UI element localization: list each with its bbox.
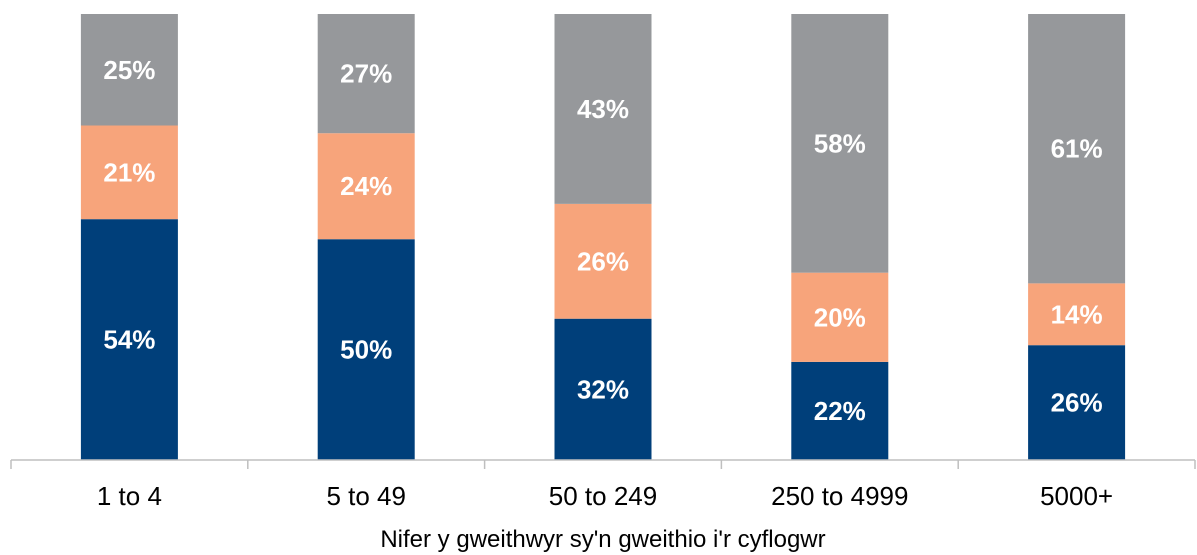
bar-segment — [317, 133, 415, 240]
x-tick-label: 5 to 49 — [326, 481, 406, 511]
x-axis-tick-labels: 1 to 4 5 to 49 50 to 249 250 to 4999 5000+ — [97, 481, 1113, 511]
segment-value-label: 32% — [577, 374, 629, 404]
x-tick-label: 50 to 249 — [549, 481, 657, 511]
segment-value-label: 25% — [103, 55, 155, 85]
x-tick-label: 5000+ — [1040, 481, 1113, 511]
bar-segment — [317, 14, 415, 134]
segment-value-label: 24% — [340, 171, 392, 201]
bar-segment — [1028, 283, 1126, 346]
segment-value-label: 43% — [577, 94, 629, 124]
segment-value-label: 61% — [1051, 134, 1103, 164]
bar-segment — [80, 14, 178, 126]
bar-segment — [791, 361, 889, 460]
bar-segment — [1028, 14, 1126, 284]
bars-layer — [80, 14, 1126, 460]
segment-value-label: 14% — [1051, 299, 1103, 329]
x-axis-ticks — [10, 460, 1196, 469]
bar-segment — [1028, 345, 1126, 460]
bar-segment — [791, 272, 889, 362]
bar-segment — [80, 125, 178, 220]
bar-segment — [80, 219, 178, 460]
segment-value-label: 26% — [577, 246, 629, 276]
x-axis-title: Nifer y gweithwyr sy'n gweithio i'r cyfl… — [380, 526, 825, 553]
bar-segment — [554, 318, 652, 460]
x-tick-label: 250 to 4999 — [771, 481, 908, 511]
bar-segment — [791, 14, 889, 273]
segment-value-label: 27% — [340, 59, 392, 89]
segment-value-label: 21% — [103, 157, 155, 187]
bar-segment — [554, 203, 652, 319]
segment-value-label: 58% — [814, 128, 866, 158]
segment-value-label: 50% — [340, 335, 392, 365]
segment-value-label: 54% — [103, 325, 155, 355]
segment-labels-layer: 54% 21% 25% 50% 24% 27% 32% 26% 43% 22% 20% 58% 26% 1… — [103, 55, 1102, 426]
segment-value-label: 20% — [814, 302, 866, 332]
x-tick-label: 1 to 4 — [97, 481, 162, 511]
segment-value-label: 26% — [1051, 388, 1103, 418]
bar-segment — [317, 239, 415, 460]
segment-value-label: 22% — [814, 396, 866, 426]
bar-segment — [554, 14, 652, 204]
